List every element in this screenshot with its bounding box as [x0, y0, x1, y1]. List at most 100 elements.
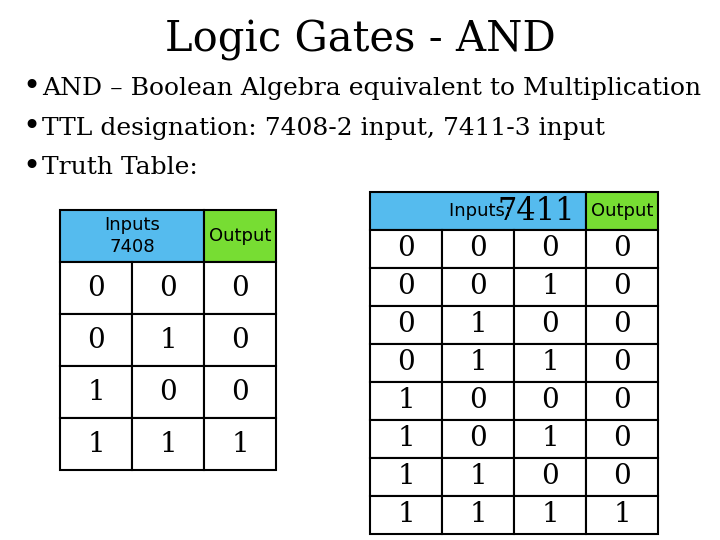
Text: Output: Output	[209, 227, 271, 245]
Bar	[586, 230, 658, 268]
Bar	[514, 420, 586, 458]
Text: Logic Gates - AND: Logic Gates - AND	[165, 19, 555, 61]
Bar	[132, 366, 204, 418]
Text: 0: 0	[397, 273, 415, 300]
Text: •: •	[22, 112, 40, 144]
Text: AND – Boolean Algebra equivalent to Multiplication: AND – Boolean Algebra equivalent to Mult…	[42, 77, 701, 99]
Text: 1: 1	[397, 463, 415, 490]
Bar	[60, 314, 132, 366]
Text: 1: 1	[159, 327, 177, 354]
Bar	[442, 344, 514, 382]
Bar	[514, 496, 586, 534]
Bar	[586, 420, 658, 458]
Bar	[60, 366, 132, 418]
Text: 0: 0	[87, 274, 105, 301]
Bar	[586, 268, 658, 306]
Text: 0: 0	[613, 388, 631, 415]
Text: 0: 0	[469, 388, 487, 415]
Bar	[204, 366, 276, 418]
Text: 1: 1	[541, 502, 559, 529]
Text: 0: 0	[159, 379, 177, 406]
Text: 7411: 7411	[498, 195, 575, 226]
Text: •: •	[22, 72, 40, 104]
Bar	[442, 420, 514, 458]
Text: 0: 0	[541, 463, 559, 490]
Text: 0: 0	[613, 273, 631, 300]
Bar	[442, 458, 514, 496]
Text: 0: 0	[87, 327, 105, 354]
Bar	[586, 306, 658, 344]
Bar	[60, 262, 132, 314]
Text: Inputs
7408: Inputs 7408	[104, 216, 160, 256]
Bar	[586, 344, 658, 382]
Text: TTL designation: 7408-2 input, 7411-3 input: TTL designation: 7408-2 input, 7411-3 in…	[42, 117, 605, 139]
Text: 1: 1	[469, 463, 487, 490]
Text: 0: 0	[613, 312, 631, 339]
Bar	[514, 458, 586, 496]
Text: 0: 0	[231, 327, 249, 354]
Text: 0: 0	[469, 235, 487, 262]
Text: 1: 1	[541, 426, 559, 453]
Text: 1: 1	[87, 379, 105, 406]
Text: 0: 0	[613, 235, 631, 262]
Text: 1: 1	[397, 426, 415, 453]
Bar	[442, 496, 514, 534]
Bar	[370, 382, 442, 420]
Text: 1: 1	[613, 502, 631, 529]
Text: •: •	[22, 152, 40, 184]
Text: Output: Output	[591, 202, 653, 220]
Text: 1: 1	[159, 430, 177, 457]
Text: 0: 0	[469, 426, 487, 453]
Bar	[132, 314, 204, 366]
Bar	[442, 306, 514, 344]
Text: 0: 0	[541, 235, 559, 262]
Text: 1: 1	[541, 349, 559, 376]
Text: 0: 0	[541, 388, 559, 415]
Bar	[514, 344, 586, 382]
Text: 0: 0	[397, 312, 415, 339]
Text: 1: 1	[231, 430, 249, 457]
Bar	[60, 418, 132, 470]
Bar	[442, 268, 514, 306]
Text: 1: 1	[397, 388, 415, 415]
Bar	[514, 306, 586, 344]
Bar	[204, 314, 276, 366]
Text: 0: 0	[231, 274, 249, 301]
Text: 1: 1	[469, 349, 487, 376]
Bar	[586, 382, 658, 420]
Text: 1: 1	[87, 430, 105, 457]
Text: 0: 0	[231, 379, 249, 406]
Bar	[60, 210, 204, 262]
Bar	[204, 418, 276, 470]
Bar	[514, 268, 586, 306]
Bar	[370, 268, 442, 306]
Bar	[442, 230, 514, 268]
Bar	[586, 496, 658, 534]
Bar	[132, 262, 204, 314]
Text: 0: 0	[613, 426, 631, 453]
Text: 1: 1	[469, 502, 487, 529]
Bar	[204, 262, 276, 314]
Text: Inputs:: Inputs:	[449, 202, 517, 220]
Bar	[586, 192, 658, 230]
Text: 1: 1	[541, 273, 559, 300]
Bar	[132, 418, 204, 470]
Bar	[514, 382, 586, 420]
Bar	[370, 306, 442, 344]
Bar	[204, 210, 276, 262]
Bar	[586, 458, 658, 496]
Text: 0: 0	[541, 312, 559, 339]
Text: 0: 0	[469, 273, 487, 300]
Text: 0: 0	[159, 274, 177, 301]
Text: 0: 0	[397, 235, 415, 262]
Bar	[370, 192, 586, 230]
Bar	[370, 496, 442, 534]
Bar	[370, 344, 442, 382]
Text: 0: 0	[613, 349, 631, 376]
Bar	[514, 230, 586, 268]
Bar	[370, 420, 442, 458]
Bar	[370, 458, 442, 496]
Text: Truth Table:: Truth Table:	[42, 157, 198, 179]
Bar	[370, 230, 442, 268]
Text: 0: 0	[397, 349, 415, 376]
